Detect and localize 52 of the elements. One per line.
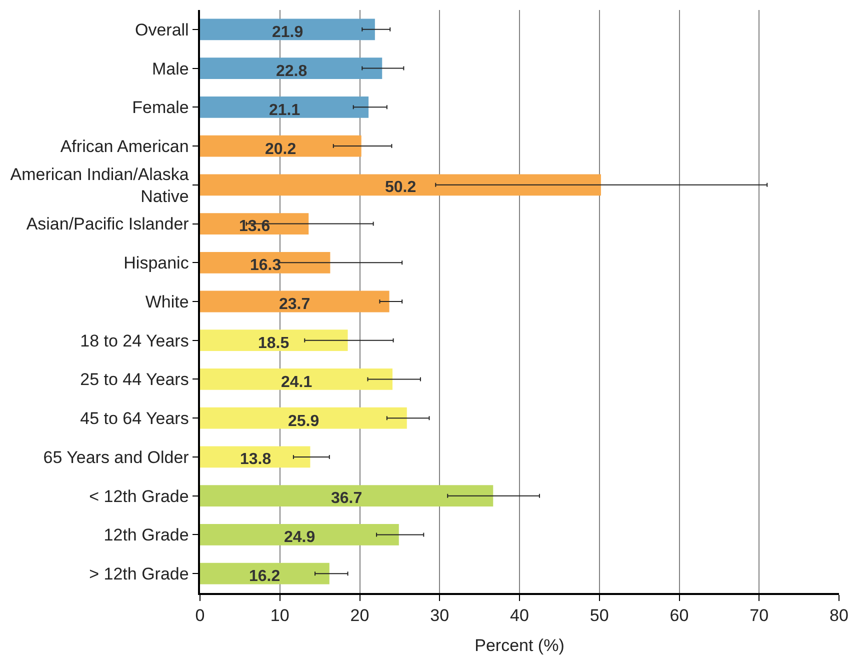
data-label: 18.5: [258, 335, 290, 352]
data-label: 24.1: [281, 374, 312, 391]
y-tick-label: American Indian/Alaska Native: [10, 164, 190, 206]
y-tick-label: Male: [152, 59, 189, 78]
y-tick-label: Female: [132, 98, 189, 118]
bar: [200, 174, 601, 196]
y-tick-label: 65 Years and Older: [43, 448, 190, 467]
y-tick-label: < 12th Grade: [89, 486, 189, 506]
data-label: 36.7: [331, 490, 362, 507]
x-tick-label: 40: [510, 606, 529, 626]
x-tick-label: 20: [350, 606, 370, 626]
y-tick-label: 18 to 24 Years: [80, 331, 189, 350]
x-tick-label: 30: [430, 606, 450, 626]
data-label: 20.2: [265, 141, 296, 158]
data-label: 23.7: [279, 296, 310, 313]
bar: [200, 407, 407, 429]
y-tick-label: African American: [60, 136, 189, 156]
bar: [200, 524, 399, 546]
y-tick-label: > 12th Grade: [89, 564, 189, 584]
data-label: 13.8: [240, 451, 272, 468]
y-tick-label: 12th Grade: [104, 526, 189, 545]
bar: [200, 18, 375, 40]
y-tick-label: Overall: [134, 20, 189, 40]
data-label: 24.9: [284, 529, 316, 546]
bar: [200, 58, 382, 79]
x-tick-label: 60: [670, 606, 689, 626]
y-tick-label: 45 to 64 Years: [80, 409, 189, 428]
data-label: 16.2: [249, 568, 280, 585]
data-label: 50.2: [385, 179, 416, 196]
data-label: 25.9: [288, 413, 320, 430]
x-tick-label: 50: [590, 606, 609, 626]
x-tick-label: 80: [830, 606, 848, 626]
y-tick-label: White: [145, 292, 189, 312]
data-label: 21.9: [272, 24, 304, 41]
bar: [200, 96, 369, 118]
y-tick-label: Asian/Pacific Islander: [26, 214, 190, 234]
bar: [200, 290, 390, 312]
data-label: 22.8: [276, 63, 308, 80]
data-label: 16.3: [250, 257, 282, 274]
y-tick-label: Hispanic: [124, 254, 190, 273]
bar: [200, 562, 330, 584]
y-tick-label: 25 to 44 Years: [80, 370, 189, 390]
bar: [200, 135, 362, 157]
bar: [200, 252, 330, 274]
data-label: 21.1: [269, 102, 300, 119]
x-tick-label: 0: [195, 606, 205, 626]
bar: [200, 330, 348, 352]
x-tick-label: 70: [750, 606, 769, 626]
x-axis-title: Percent (%): [474, 636, 564, 656]
bar: [200, 368, 392, 390]
x-tick-label: 10: [270, 606, 290, 626]
bar: [200, 485, 494, 507]
